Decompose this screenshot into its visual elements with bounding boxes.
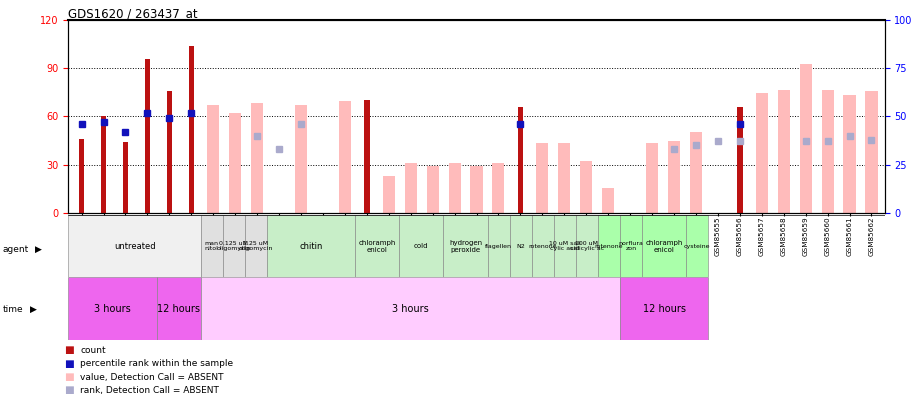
Bar bbox=[426, 166, 438, 213]
Text: ▶: ▶ bbox=[35, 245, 42, 254]
Bar bbox=[443, 215, 487, 277]
Bar bbox=[157, 277, 200, 340]
Bar bbox=[575, 215, 598, 277]
Bar bbox=[755, 94, 767, 213]
Text: ■: ■ bbox=[64, 359, 74, 369]
Text: agent: agent bbox=[3, 245, 29, 254]
Text: rotenone: rotenone bbox=[527, 243, 557, 249]
Text: 12 hours: 12 hours bbox=[642, 304, 685, 314]
Text: GDS1620 / 263437_at: GDS1620 / 263437_at bbox=[68, 7, 198, 20]
Text: rotenone: rotenone bbox=[594, 243, 622, 249]
Bar bbox=[619, 277, 707, 340]
Bar bbox=[598, 215, 619, 277]
Bar bbox=[689, 132, 701, 213]
Bar bbox=[487, 215, 509, 277]
Bar bbox=[601, 188, 613, 213]
Bar bbox=[123, 142, 128, 213]
Text: cold: cold bbox=[414, 243, 428, 249]
Bar bbox=[354, 215, 399, 277]
Text: 12 hours: 12 hours bbox=[157, 304, 200, 314]
Bar bbox=[145, 59, 150, 213]
Text: untreated: untreated bbox=[114, 241, 155, 251]
Bar bbox=[200, 277, 619, 340]
Text: flagellen: flagellen bbox=[485, 243, 511, 249]
Bar bbox=[207, 105, 219, 213]
Text: chloramph
enicol: chloramph enicol bbox=[645, 239, 682, 253]
Bar bbox=[553, 215, 575, 277]
Text: rank, Detection Call = ABSENT: rank, Detection Call = ABSENT bbox=[80, 386, 219, 395]
Text: ■: ■ bbox=[64, 345, 74, 355]
Text: 3 hours: 3 hours bbox=[94, 304, 131, 314]
Bar bbox=[267, 215, 354, 277]
Text: time: time bbox=[3, 305, 24, 314]
Text: chitin: chitin bbox=[299, 241, 322, 251]
Bar bbox=[579, 161, 591, 213]
Bar bbox=[821, 90, 833, 213]
Bar bbox=[222, 215, 245, 277]
Text: percentile rank within the sample: percentile rank within the sample bbox=[80, 359, 233, 368]
Text: 1.25 uM
oligomycin: 1.25 uM oligomycin bbox=[239, 241, 272, 252]
Text: ■: ■ bbox=[64, 386, 74, 395]
Text: norflura
zon: norflura zon bbox=[618, 241, 642, 252]
Text: 100 uM
salicylic ac: 100 uM salicylic ac bbox=[569, 241, 603, 252]
Bar bbox=[777, 90, 789, 213]
Bar bbox=[189, 46, 194, 213]
Bar bbox=[799, 64, 811, 213]
Bar bbox=[536, 143, 548, 213]
Bar bbox=[68, 277, 157, 340]
Text: man
nitol: man nitol bbox=[205, 241, 219, 252]
Text: hydrogen
peroxide: hydrogen peroxide bbox=[448, 239, 482, 253]
Bar bbox=[245, 215, 267, 277]
Text: count: count bbox=[80, 346, 106, 355]
Bar bbox=[229, 113, 241, 213]
Bar bbox=[667, 141, 680, 213]
Bar bbox=[200, 215, 222, 277]
Bar bbox=[843, 95, 855, 213]
Bar bbox=[492, 163, 504, 213]
Bar bbox=[339, 101, 351, 213]
Bar bbox=[558, 143, 569, 213]
Bar bbox=[517, 107, 523, 213]
Text: value, Detection Call = ABSENT: value, Detection Call = ABSENT bbox=[80, 373, 223, 382]
Text: 10 uM sali
cylic acid: 10 uM sali cylic acid bbox=[548, 241, 580, 252]
Text: ■: ■ bbox=[64, 372, 74, 382]
Bar bbox=[404, 163, 416, 213]
Bar bbox=[641, 215, 685, 277]
Bar bbox=[363, 100, 369, 213]
Bar bbox=[251, 103, 263, 213]
Bar bbox=[294, 105, 307, 213]
Bar bbox=[470, 166, 482, 213]
Bar bbox=[100, 117, 107, 213]
Text: cysteine: cysteine bbox=[683, 243, 710, 249]
Bar bbox=[645, 143, 658, 213]
Bar bbox=[399, 215, 443, 277]
Bar bbox=[531, 215, 553, 277]
Bar bbox=[68, 215, 200, 277]
Bar bbox=[78, 139, 84, 213]
Bar bbox=[736, 107, 742, 213]
Text: chloramph
enicol: chloramph enicol bbox=[358, 239, 395, 253]
Text: N2: N2 bbox=[516, 243, 525, 249]
Text: 3 hours: 3 hours bbox=[392, 304, 428, 314]
Bar bbox=[383, 176, 394, 213]
Bar bbox=[619, 215, 641, 277]
Bar bbox=[685, 215, 707, 277]
Bar bbox=[509, 215, 531, 277]
Bar bbox=[865, 92, 876, 213]
Text: ▶: ▶ bbox=[30, 305, 37, 314]
Text: 0.125 uM
oligomycin: 0.125 uM oligomycin bbox=[217, 241, 251, 252]
Bar bbox=[448, 163, 460, 213]
Bar bbox=[167, 91, 172, 213]
